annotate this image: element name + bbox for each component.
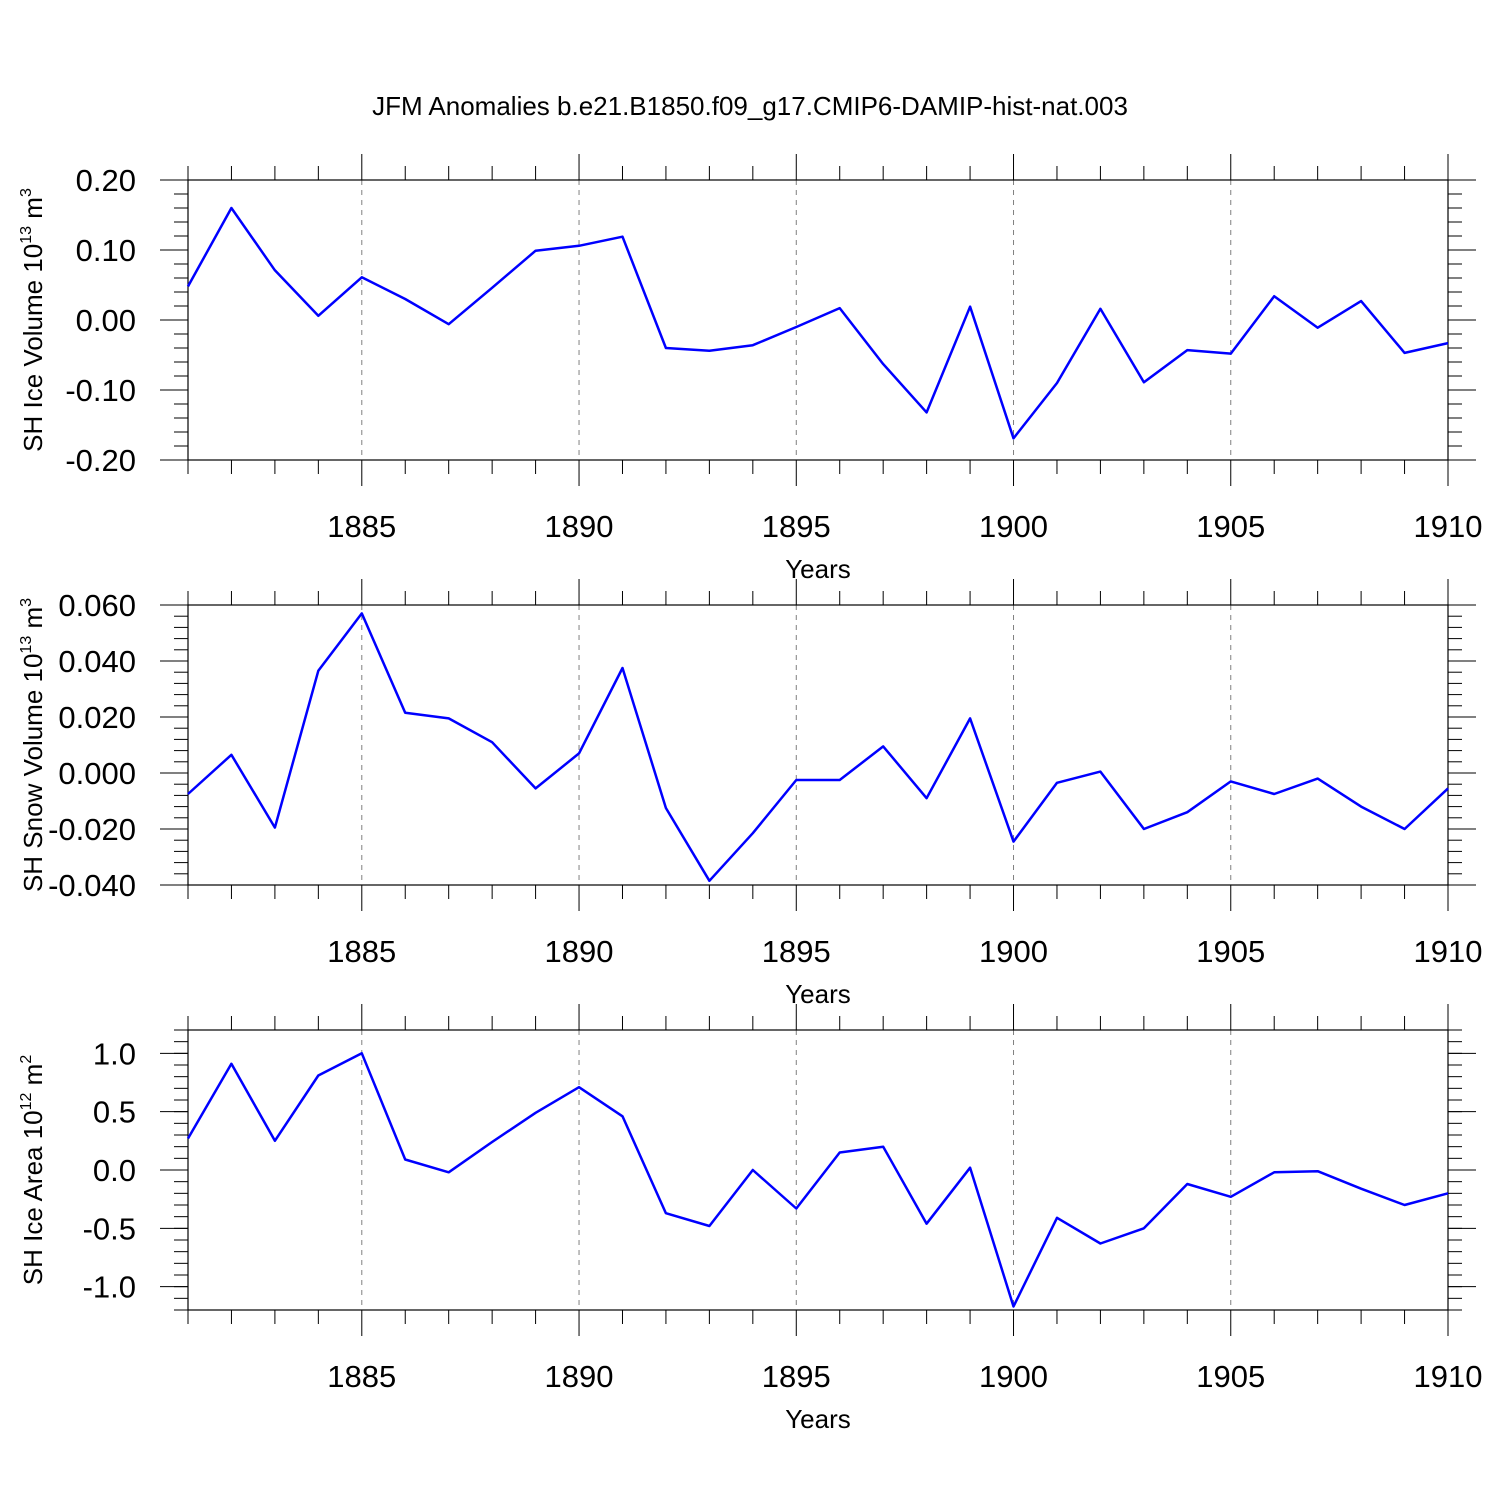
x-tick-label: 1895 [762,509,831,544]
y-tick-label: 0.000 [58,756,136,791]
y-axis-label-superscript: 13 [18,226,35,244]
y-axis-label: SH Snow Volume 1013 m3 [18,598,48,892]
y-axis-label-superscript: 3 [18,188,35,197]
x-tick-label: 1890 [545,509,614,544]
y-axis-label-text: SH Snow Volume 10 [18,654,48,892]
y-tick-label: -1.0 [83,1270,136,1305]
y-axis-label-superscript: 13 [18,636,35,654]
x-tick-label: 1895 [762,1359,831,1394]
x-tick-label: 1885 [327,509,396,544]
y-tick-label: 0.00 [76,303,136,338]
y-tick-label: 0.0 [93,1153,136,1188]
x-tick-label: 1905 [1196,934,1265,969]
x-tick-label: 1900 [979,1359,1048,1394]
chart-title: JFM Anomalies b.e21.B1850.f09_g17.CMIP6-… [372,91,1128,121]
x-tick-label: 1890 [545,1359,614,1394]
y-tick-label: -0.20 [65,443,136,478]
x-tick-label: 1895 [762,934,831,969]
chart-panel-2: 0.060 0.040 0.020 0.000 -0.020 -0.040 1885 1890… [18,579,1482,1009]
y-axis-label-text: m [18,1064,48,1093]
series-line [186,1052,1449,1308]
y-axis-label-text: m [18,607,48,636]
x-tick-label: 1885 [327,1359,396,1394]
plot-frame [187,604,1449,886]
x-tick-label: 1890 [545,934,614,969]
y-axis-label-superscript: 3 [18,598,35,607]
y-tick-label: 0.040 [58,644,136,679]
x-tick-label: 1910 [1414,1359,1483,1394]
plot-frame [187,179,1449,461]
y-axis-label: SH Ice Area 1012 m2 [18,1055,48,1286]
y-axis-label-text: m [18,197,48,226]
plot-frame [187,1029,1449,1311]
y-tick-label: -0.020 [48,812,136,847]
x-axis-label: Years [785,979,851,1009]
x-tick-label: 1900 [979,509,1048,544]
y-axis-label-superscript: 12 [18,1092,35,1110]
x-axis-label: Years [785,1404,851,1434]
x-axis-label: Years [785,554,851,584]
y-axis-label-text: SH Ice Volume 10 [18,244,48,452]
chart-panel-3: 1.0 0.5 0.0 -0.5 -1.0 1885 1890 1895 1900 1905 191… [18,1004,1482,1434]
y-tick-label: 0.5 [93,1095,136,1130]
x-tick-label: 1910 [1414,934,1483,969]
y-tick-label: -0.040 [48,868,136,903]
y-tick-label: -0.10 [65,373,136,408]
chart-panel-1: 0.20 0.10 0.00 -0.10 -0.20 1885 1890 1895 1900 19… [18,154,1482,584]
y-axis-label-text: SH Ice Area 10 [18,1110,48,1285]
y-axis-label-superscript: 2 [18,1055,35,1064]
series-line [187,612,1449,883]
x-tick-label: 1905 [1196,1359,1265,1394]
y-tick-label: 0.10 [76,233,136,268]
y-tick-label: -0.5 [83,1211,136,1246]
x-tick-label: 1910 [1414,509,1483,544]
x-tick-label: 1905 [1196,509,1265,544]
series-line [186,206,1449,440]
x-tick-label: 1900 [979,934,1048,969]
y-tick-label: 0.20 [76,163,136,198]
y-tick-label: 1.0 [93,1036,136,1071]
y-tick-label: 0.020 [58,700,136,735]
y-axis-label: SH Ice Volume 1013 m3 [18,188,48,452]
y-tick-label: 0.060 [58,588,136,623]
x-tick-label: 1885 [327,934,396,969]
